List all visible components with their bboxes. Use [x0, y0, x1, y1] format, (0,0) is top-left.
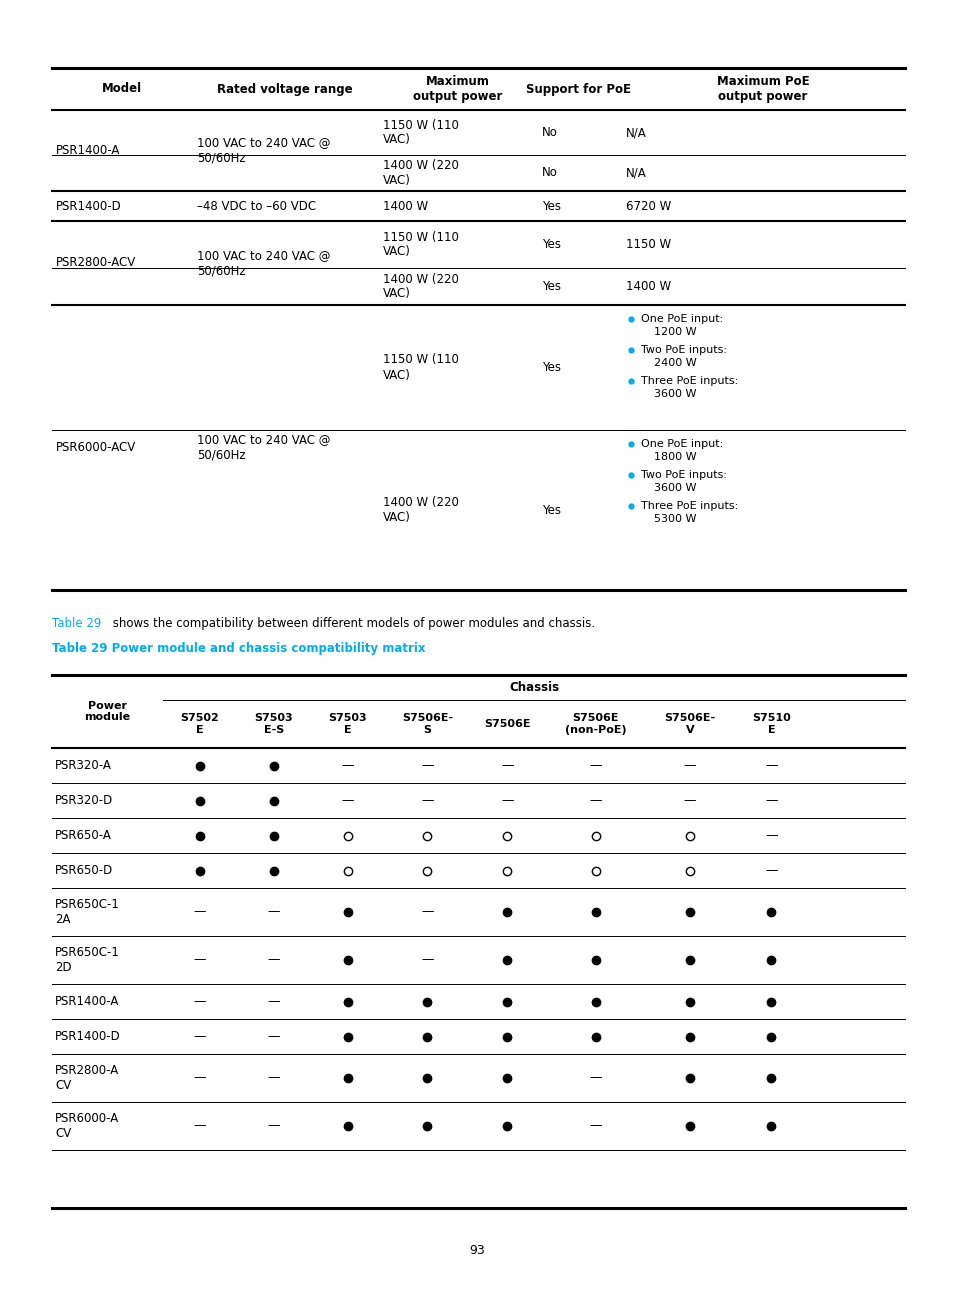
Text: —: — [193, 954, 206, 967]
Text: —: — [193, 906, 206, 919]
Text: Yes: Yes [541, 238, 560, 251]
Text: 5300 W: 5300 W [654, 515, 696, 524]
Text: —: — [764, 864, 777, 877]
Text: PSR6000-A
CV: PSR6000-A CV [55, 1112, 119, 1140]
Text: Maximum
output power: Maximum output power [413, 75, 501, 102]
Text: PSR650-A: PSR650-A [55, 829, 112, 842]
Text: S7506E: S7506E [484, 719, 530, 728]
Text: —: — [193, 995, 206, 1008]
Text: N/A: N/A [625, 166, 646, 180]
Text: S7506E-
V: S7506E- V [663, 713, 715, 735]
Text: PSR320-A: PSR320-A [55, 759, 112, 772]
Text: 3600 W: 3600 W [654, 483, 696, 492]
Text: —: — [589, 794, 601, 807]
Text: PSR320-D: PSR320-D [55, 794, 113, 807]
Text: Three PoE inputs:: Three PoE inputs: [640, 376, 738, 386]
Text: —: — [500, 794, 514, 807]
Text: —: — [421, 906, 434, 919]
Text: PSR650-D: PSR650-D [55, 864, 113, 877]
Text: 100 VAC to 240 VAC @
50/60Hz: 100 VAC to 240 VAC @ 50/60Hz [196, 136, 330, 165]
Text: Maximum PoE
output power: Maximum PoE output power [716, 75, 808, 102]
Text: —: — [268, 1072, 280, 1085]
Text: shows the compatibility between different models of power modules and chassis.: shows the compatibility between differen… [109, 617, 595, 630]
Text: —: — [268, 995, 280, 1008]
Text: S7510
E: S7510 E [751, 713, 790, 735]
Text: Yes: Yes [541, 504, 560, 517]
Text: 1200 W: 1200 W [654, 327, 696, 337]
Text: Rated voltage range: Rated voltage range [217, 83, 353, 96]
Text: 1400 W (220
VAC): 1400 W (220 VAC) [382, 159, 458, 187]
Text: —: — [589, 1120, 601, 1133]
Text: Yes: Yes [541, 362, 560, 375]
Text: —: — [268, 906, 280, 919]
Text: One PoE input:: One PoE input: [640, 439, 722, 448]
Text: 1400 W (220
VAC): 1400 W (220 VAC) [382, 496, 458, 524]
Text: Yes: Yes [541, 280, 560, 293]
Text: S7503
E-S: S7503 E-S [254, 713, 293, 735]
Text: 93: 93 [469, 1243, 484, 1257]
Text: PSR1400-A: PSR1400-A [55, 995, 119, 1008]
Text: 1150 W (110
VAC): 1150 W (110 VAC) [382, 118, 458, 146]
Text: —: — [421, 794, 434, 807]
Text: 1150 W: 1150 W [625, 238, 670, 251]
Text: Power
module: Power module [85, 701, 131, 722]
Text: S7502
E: S7502 E [180, 713, 219, 735]
Text: 1800 W: 1800 W [654, 452, 696, 461]
Text: 3600 W: 3600 W [654, 389, 696, 399]
Text: —: — [764, 759, 777, 772]
Text: —: — [193, 1120, 206, 1133]
Text: —: — [589, 1072, 601, 1085]
Text: Model: Model [102, 83, 142, 96]
Text: PSR650C-1
2D: PSR650C-1 2D [55, 946, 120, 975]
Text: —: — [341, 759, 354, 772]
Text: —: — [764, 829, 777, 842]
Text: Support for PoE: Support for PoE [526, 83, 631, 96]
Text: —: — [589, 759, 601, 772]
Text: —: — [341, 794, 354, 807]
Text: –48 VDC to –60 VDC: –48 VDC to –60 VDC [196, 200, 315, 213]
Text: —: — [764, 794, 777, 807]
Text: PSR1400-D: PSR1400-D [55, 1030, 121, 1043]
Text: —: — [683, 794, 696, 807]
Text: One PoE input:: One PoE input: [640, 314, 722, 324]
Text: —: — [268, 1030, 280, 1043]
Text: No: No [541, 126, 558, 139]
Text: Three PoE inputs:: Three PoE inputs: [640, 502, 738, 511]
Text: Two PoE inputs:: Two PoE inputs: [640, 470, 726, 480]
Text: —: — [268, 1120, 280, 1133]
Text: PSR2800-ACV: PSR2800-ACV [56, 257, 136, 270]
Text: —: — [421, 759, 434, 772]
Text: 1400 W (220
VAC): 1400 W (220 VAC) [382, 272, 458, 301]
Text: 6720 W: 6720 W [625, 200, 671, 213]
Text: Table 29: Table 29 [52, 617, 101, 630]
Text: 1150 W (110
VAC): 1150 W (110 VAC) [382, 231, 458, 258]
Text: —: — [500, 759, 514, 772]
Text: —: — [193, 1030, 206, 1043]
Text: PSR1400-A: PSR1400-A [56, 144, 120, 157]
Text: Yes: Yes [541, 200, 560, 213]
Text: S7503
E: S7503 E [329, 713, 367, 735]
Text: 1400 W: 1400 W [625, 280, 670, 293]
Text: PSR650C-1
2A: PSR650C-1 2A [55, 898, 120, 927]
Text: 100 VAC to 240 VAC @
50/60Hz: 100 VAC to 240 VAC @ 50/60Hz [196, 433, 330, 461]
Text: Table 29 Power module and chassis compatibility matrix: Table 29 Power module and chassis compat… [52, 642, 425, 654]
Text: No: No [541, 166, 558, 180]
Text: S7506E
(non-PoE): S7506E (non-PoE) [564, 713, 626, 735]
Text: 1400 W: 1400 W [382, 200, 428, 213]
Text: 1150 W (110
VAC): 1150 W (110 VAC) [382, 354, 458, 381]
Text: —: — [421, 954, 434, 967]
Text: 2400 W: 2400 W [654, 358, 696, 368]
Text: PSR6000-ACV: PSR6000-ACV [56, 441, 136, 454]
Text: —: — [683, 759, 696, 772]
Text: 100 VAC to 240 VAC @
50/60Hz: 100 VAC to 240 VAC @ 50/60Hz [196, 249, 330, 277]
Text: PSR1400-D: PSR1400-D [56, 200, 122, 213]
Text: Chassis: Chassis [508, 680, 558, 693]
Text: —: — [193, 1072, 206, 1085]
Text: N/A: N/A [625, 126, 646, 139]
Text: —: — [268, 954, 280, 967]
Text: Two PoE inputs:: Two PoE inputs: [640, 345, 726, 355]
Text: PSR2800-A
CV: PSR2800-A CV [55, 1064, 119, 1093]
Text: S7506E-
S: S7506E- S [401, 713, 453, 735]
